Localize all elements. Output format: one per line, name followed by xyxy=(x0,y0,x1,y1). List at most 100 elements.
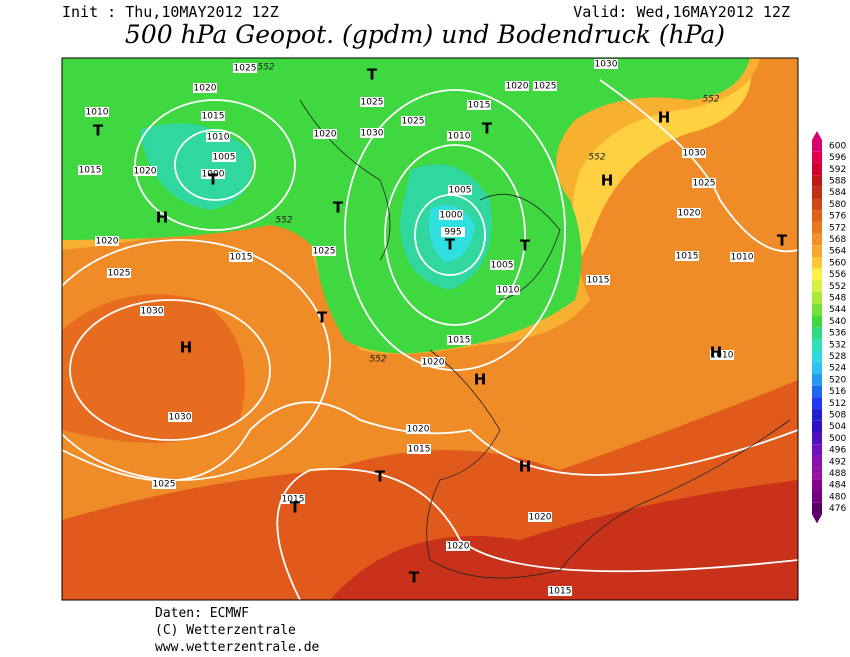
scale-swatch xyxy=(812,280,822,293)
label-box xyxy=(710,350,734,360)
pressure-center: H xyxy=(710,344,723,362)
label-box xyxy=(401,116,425,126)
label-box xyxy=(677,208,701,218)
label-box xyxy=(682,148,706,158)
scale-swatch xyxy=(812,315,822,328)
scale-label: 532 xyxy=(829,340,846,350)
scale-swatch xyxy=(812,292,822,304)
isobar-label: 1020 xyxy=(407,425,430,435)
label-box xyxy=(730,252,754,262)
scale-label: 504 xyxy=(829,422,846,432)
scale-swatch xyxy=(812,409,822,421)
scale-swatch xyxy=(812,303,822,316)
isobar-label: 1020 xyxy=(529,513,552,523)
isobar-label: 1020 xyxy=(447,542,470,552)
label-box xyxy=(692,178,716,188)
scale-label: 544 xyxy=(829,305,846,315)
label-box xyxy=(212,152,236,162)
pressure-center: T xyxy=(409,569,420,587)
label-box xyxy=(360,97,384,107)
label-box xyxy=(421,357,445,367)
scale-label: 520 xyxy=(829,375,846,385)
label-box xyxy=(78,165,102,175)
pressure-center: T xyxy=(93,122,104,140)
label-box xyxy=(533,81,557,91)
label-box xyxy=(168,412,192,422)
isobar-label: 552 xyxy=(275,216,292,226)
isobar-label: 1010 xyxy=(731,253,754,263)
isobar-label: 552 xyxy=(588,153,605,163)
isobar-label: 1020 xyxy=(194,84,217,94)
pressure-center: H xyxy=(180,339,193,357)
isobar-label: 1030 xyxy=(141,307,164,317)
pressure-center: T xyxy=(333,199,344,217)
scale-swatch xyxy=(812,140,822,152)
label-box xyxy=(490,260,514,270)
scale-swatch xyxy=(812,210,822,222)
isobar-label: 552 xyxy=(702,95,719,105)
isobar-label: 1015 xyxy=(202,112,225,122)
init-time: Init : Thu,10MAY2012 12Z xyxy=(62,3,279,21)
scale-label: 484 xyxy=(829,481,846,491)
scale-label: 548 xyxy=(829,293,846,303)
scale-label: 512 xyxy=(829,399,846,409)
scale-label: 552 xyxy=(829,282,846,292)
pressure-center: H xyxy=(658,109,671,127)
pressure-center: T xyxy=(290,499,301,517)
isobar-label: 1030 xyxy=(361,129,384,139)
scale-label: 524 xyxy=(829,364,846,374)
label-box xyxy=(448,185,472,195)
label-box xyxy=(528,512,552,522)
scale-swatch xyxy=(812,268,822,281)
scale-swatch xyxy=(812,175,822,187)
scale-swatch xyxy=(812,444,822,456)
label-box xyxy=(447,335,471,345)
url: www.wetterzentrale.de xyxy=(155,640,320,655)
label-box xyxy=(313,129,337,139)
scale-label: 540 xyxy=(829,317,846,327)
map-frame xyxy=(61,57,799,601)
isobar-label: 1015 xyxy=(448,336,471,346)
label-box xyxy=(229,252,253,262)
scale-swatch xyxy=(812,385,822,398)
label-box xyxy=(95,236,119,246)
isobar-label: 1010 xyxy=(711,351,734,361)
label-box xyxy=(467,100,491,110)
scale-swatch xyxy=(812,198,822,211)
label-box xyxy=(206,132,230,142)
isobar-label: 1015 xyxy=(468,101,491,111)
scale-label: 528 xyxy=(829,352,846,362)
scale-label: 508 xyxy=(829,410,846,420)
isobar-label: 1030 xyxy=(683,149,706,159)
label-box xyxy=(140,306,164,316)
scale-label: 592 xyxy=(829,165,846,175)
label-box xyxy=(152,479,176,489)
pressure-center: T xyxy=(208,171,219,189)
label-box xyxy=(281,494,305,504)
scale-label: 588 xyxy=(829,176,846,186)
scale-label: 488 xyxy=(829,469,846,479)
scale-swatch xyxy=(812,491,822,503)
pressure-center: H xyxy=(601,172,614,190)
scale-label: 500 xyxy=(829,434,846,444)
isobar-label: 1020 xyxy=(506,82,529,92)
scale-cap xyxy=(812,131,822,140)
label-box xyxy=(496,285,520,295)
scale-swatch xyxy=(812,374,822,386)
label-box xyxy=(446,541,470,551)
valid-time: Valid: Wed,16MAY2012 12Z xyxy=(573,3,790,21)
label-box xyxy=(360,128,384,138)
isobar-label: 1020 xyxy=(96,237,119,247)
pressure-center: H xyxy=(474,371,487,389)
label-box xyxy=(675,251,699,261)
isobar-label: 1010 xyxy=(448,132,471,142)
scale-label: 480 xyxy=(829,492,846,502)
scale-label: 496 xyxy=(829,446,846,456)
isobar-label: 1025 xyxy=(534,82,557,92)
label-box xyxy=(548,586,572,596)
label-box xyxy=(312,246,336,256)
scale-swatch xyxy=(812,362,822,374)
